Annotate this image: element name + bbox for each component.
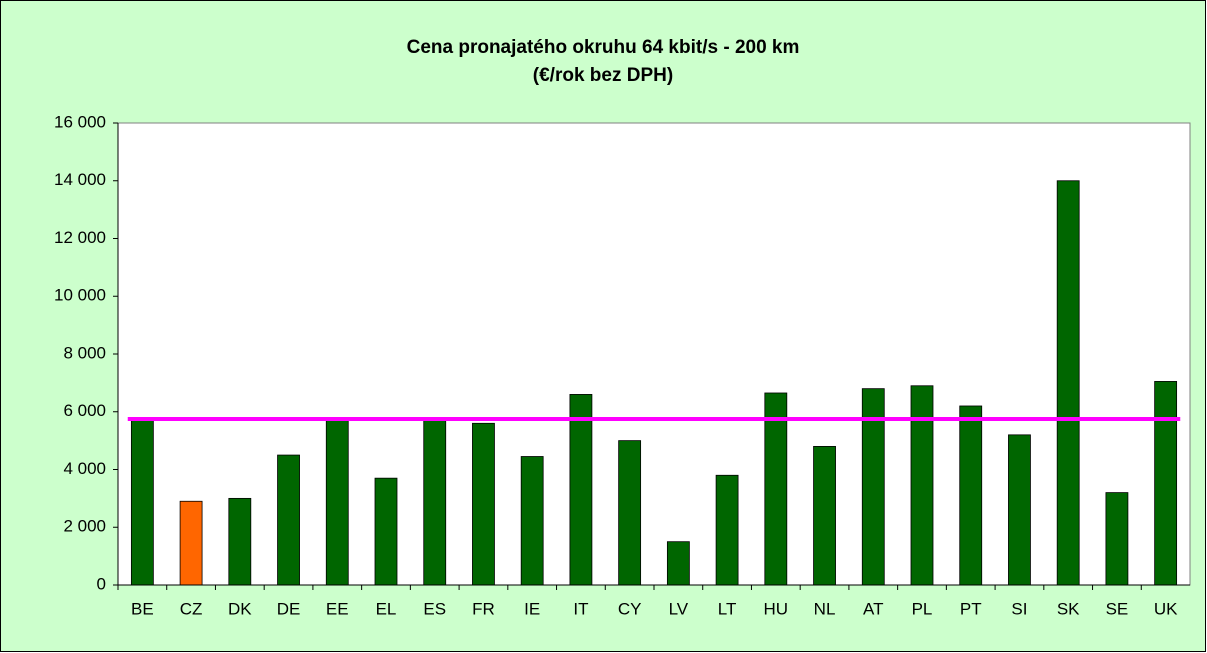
bar	[179, 500, 203, 586]
bar	[520, 456, 544, 586]
x-tick-label: NL	[814, 599, 836, 618]
y-tick-label: 10 000	[54, 286, 106, 305]
y-tick-label: 8 000	[63, 343, 106, 362]
chart-title: Cena pronajatého okruhu 64 kbit/s - 200 …	[407, 37, 800, 58]
x-tick-label: CZ	[180, 599, 203, 618]
bar	[228, 497, 252, 586]
bar	[472, 422, 495, 586]
y-tick-label: 2 000	[63, 517, 106, 536]
bar	[1105, 492, 1129, 586]
y-tick-label: 16 000	[54, 112, 106, 131]
y-tick-label: 4 000	[63, 459, 106, 478]
x-tick-label: LV	[669, 599, 689, 618]
bar	[959, 405, 983, 586]
y-tick-label: 12 000	[54, 228, 106, 247]
x-tick-label: IE	[524, 599, 540, 618]
x-tick-label: ES	[423, 599, 446, 618]
bar	[569, 394, 593, 586]
bar	[764, 392, 788, 586]
x-tick-label: SE	[1106, 599, 1129, 618]
bar	[325, 418, 349, 586]
x-tick-label: EE	[326, 599, 349, 618]
x-tick-label: IT	[573, 599, 588, 618]
bar	[1056, 180, 1080, 586]
bar	[813, 445, 836, 586]
bar	[1154, 381, 1178, 586]
bar	[910, 385, 934, 586]
x-tick-label: PT	[960, 599, 982, 618]
x-tick-label: EL	[376, 599, 397, 618]
x-tick-label: SK	[1057, 599, 1080, 618]
x-tick-label: DK	[228, 599, 252, 618]
bar	[374, 477, 398, 586]
x-tick-label: UK	[1154, 599, 1178, 618]
bar	[715, 474, 739, 586]
bar	[618, 440, 642, 586]
chart-subtitle: (€/rok bez DPH)	[533, 65, 673, 86]
x-tick-label: LT	[718, 599, 737, 618]
bar	[277, 454, 300, 586]
y-tick-label: 6 000	[63, 401, 106, 420]
bar	[666, 541, 690, 586]
x-tick-label: AT	[863, 599, 883, 618]
y-tick-label: 14 000	[54, 170, 106, 189]
x-tick-label: DE	[277, 599, 301, 618]
x-tick-label: CY	[618, 599, 642, 618]
x-tick-label: HU	[764, 599, 789, 618]
bar	[423, 418, 447, 586]
bar	[1008, 434, 1031, 586]
y-tick-label: 0	[97, 574, 106, 593]
x-tick-label: SI	[1011, 599, 1027, 618]
bar	[130, 418, 154, 586]
x-tick-label: PL	[912, 599, 933, 618]
x-tick-label: BE	[131, 599, 154, 618]
x-tick-label: FR	[472, 599, 495, 618]
